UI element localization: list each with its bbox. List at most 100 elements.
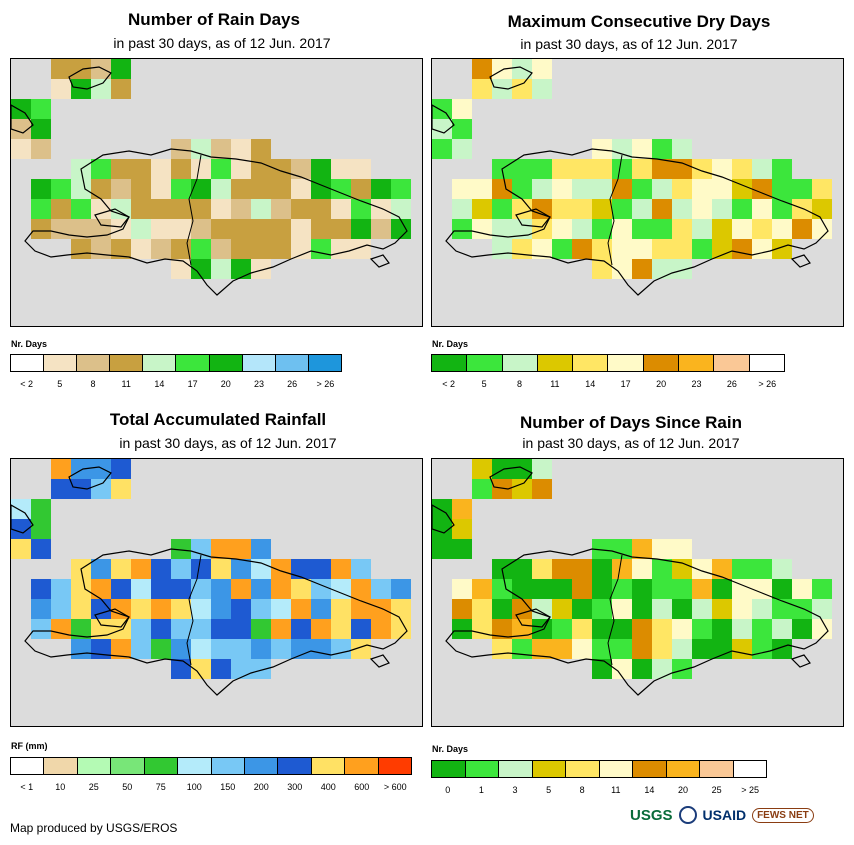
grid-cell bbox=[632, 659, 652, 679]
grid-cell bbox=[211, 559, 231, 579]
panel1-title: Number of Rain Days bbox=[128, 10, 300, 29]
grid-cell bbox=[452, 119, 472, 139]
grid-cell bbox=[692, 199, 712, 219]
legend-swatch bbox=[465, 761, 499, 777]
panel1-map[interactable] bbox=[10, 58, 423, 327]
grid-cell bbox=[432, 139, 452, 159]
grid-cell bbox=[532, 639, 552, 659]
grid-cell bbox=[512, 599, 532, 619]
panel3-map[interactable] bbox=[10, 458, 423, 727]
legend-swatch bbox=[44, 758, 78, 774]
grid-cell bbox=[652, 199, 672, 219]
panel4-map[interactable] bbox=[431, 458, 844, 727]
panel1-subtitle: in past 30 days, as of 12 Jun. 2017 bbox=[113, 35, 331, 51]
grid-cell bbox=[472, 219, 492, 239]
grid-cell bbox=[371, 219, 391, 239]
grid-cell bbox=[71, 619, 91, 639]
legend-label: 600 bbox=[354, 782, 370, 792]
grid-cell bbox=[432, 539, 452, 559]
panel4-legend-labels: 0 1 3 5 8 11 14 20 25 > 25 bbox=[431, 785, 767, 797]
grid-cell bbox=[732, 619, 752, 639]
grid-cell bbox=[452, 139, 472, 159]
legend-swatch bbox=[679, 355, 715, 371]
grid-cell bbox=[772, 639, 792, 659]
grid-cell bbox=[31, 499, 51, 519]
grid-cell bbox=[492, 639, 512, 659]
legend-swatch bbox=[749, 355, 784, 371]
grid-cell bbox=[592, 199, 612, 219]
panel2-map[interactable] bbox=[431, 58, 844, 327]
panel4-title: Number of Days Since Rain bbox=[519, 413, 742, 432]
grid-cell bbox=[552, 239, 572, 259]
grid-cell bbox=[391, 579, 411, 599]
grid-cell bbox=[11, 539, 31, 559]
legend-label: 14 bbox=[644, 785, 655, 795]
grid-cell bbox=[672, 159, 692, 179]
grid-cell bbox=[231, 599, 251, 619]
grid-cell bbox=[572, 199, 592, 219]
grid-cell bbox=[331, 639, 351, 659]
grid-cell bbox=[592, 139, 612, 159]
grid-cell bbox=[211, 179, 231, 199]
grid-cell bbox=[231, 159, 251, 179]
grid-cell bbox=[612, 139, 632, 159]
grid-cell bbox=[371, 199, 391, 219]
grid-cell bbox=[31, 519, 51, 539]
grid-cell bbox=[592, 599, 612, 619]
grid-cell bbox=[71, 599, 91, 619]
grid-cell bbox=[331, 579, 351, 599]
legend-label: 3 bbox=[512, 785, 518, 795]
legend-label: 75 bbox=[155, 782, 166, 792]
grid-cell bbox=[692, 239, 712, 259]
grid-cell bbox=[492, 239, 512, 259]
legend-swatch bbox=[311, 758, 346, 774]
coastline bbox=[11, 104, 34, 134]
usaid-seal-icon bbox=[678, 806, 697, 824]
grid-cell bbox=[452, 219, 472, 239]
grid-cell bbox=[472, 179, 492, 199]
legend-label: 14 bbox=[154, 379, 165, 389]
grid-cell bbox=[251, 539, 271, 559]
panel1-legend-labels: < 2 5 8 11 14 17 20 23 26 > 26 bbox=[10, 379, 342, 391]
grid-cell bbox=[612, 659, 632, 679]
grid-cell bbox=[171, 659, 191, 679]
grid-cell bbox=[171, 619, 191, 639]
legend-label: 17 bbox=[187, 379, 198, 389]
grid-cell bbox=[311, 639, 331, 659]
legend-swatch bbox=[573, 355, 609, 371]
grid-cell bbox=[772, 599, 792, 619]
grid-cell bbox=[752, 159, 772, 179]
grid-cell bbox=[151, 579, 171, 599]
grid-cell bbox=[191, 179, 211, 199]
map-canvas bbox=[11, 459, 411, 696]
grid-cell bbox=[331, 599, 351, 619]
legend-swatch bbox=[211, 758, 245, 774]
coastline bbox=[369, 654, 390, 668]
grid-cell bbox=[572, 579, 592, 599]
grid-cell bbox=[612, 259, 632, 279]
grid-cell bbox=[11, 499, 31, 519]
grid-cell bbox=[171, 579, 191, 599]
grid-cell bbox=[592, 559, 612, 579]
grid-cell bbox=[251, 139, 271, 159]
legend-label: 5 bbox=[546, 785, 552, 795]
grid-cell bbox=[712, 599, 732, 619]
legend-swatch bbox=[532, 761, 566, 777]
grid-cell bbox=[472, 79, 492, 99]
grid-cell bbox=[171, 559, 191, 579]
grid-cell bbox=[672, 219, 692, 239]
legend-swatch bbox=[144, 758, 179, 774]
grid-cell bbox=[652, 659, 672, 679]
grid-cell bbox=[131, 599, 151, 619]
grid-cell bbox=[71, 199, 91, 219]
grid-cell bbox=[572, 239, 592, 259]
coastline bbox=[94, 608, 130, 628]
coastline bbox=[432, 104, 455, 134]
grid-cell bbox=[672, 139, 692, 159]
map-canvas bbox=[11, 59, 411, 296]
legend-label: < 1 bbox=[20, 782, 34, 792]
grid-cell bbox=[552, 599, 572, 619]
coastline bbox=[68, 66, 112, 90]
grid-cell bbox=[432, 519, 452, 539]
grid-cell bbox=[91, 459, 111, 479]
